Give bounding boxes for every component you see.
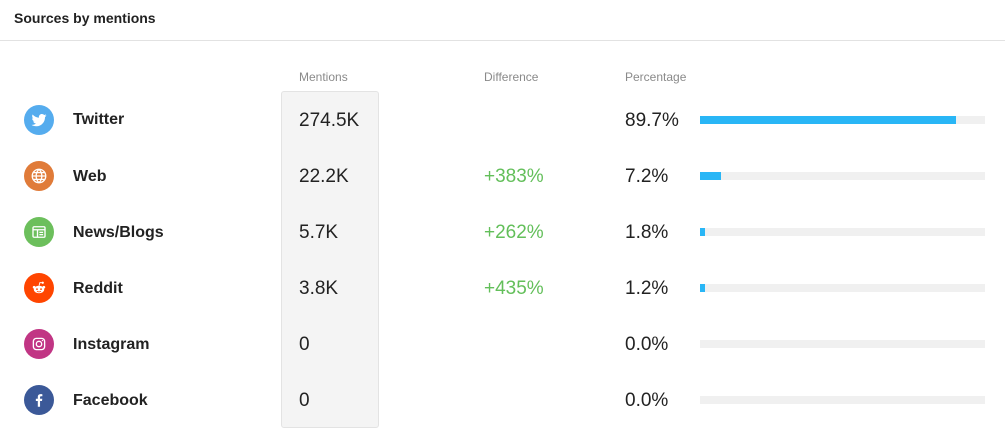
source-row-facebook[interactable]: Facebook 0 0.0% [0, 372, 1005, 428]
source-row-instagram[interactable]: Instagram 0 0.0% [0, 316, 1005, 372]
mentions-value: 3.8K [299, 278, 339, 299]
globe-icon [24, 161, 54, 191]
percentage-value: 1.2% [625, 278, 669, 299]
twitter-icon [24, 105, 54, 135]
percentage-bar-track [700, 284, 985, 292]
mentions-column-highlight [281, 91, 379, 428]
source-name: News/Blogs [73, 224, 164, 241]
reddit-icon [24, 273, 54, 303]
facebook-icon [24, 385, 54, 415]
mentions-value: 5.7K [299, 222, 339, 243]
column-header-percentage: Percentage [625, 70, 687, 84]
mentions-value: 0 [299, 390, 310, 411]
percentage-value: 0.0% [625, 390, 669, 411]
difference-value: +435% [484, 278, 544, 299]
percentage-value: 1.8% [625, 222, 669, 243]
column-header-difference: Difference [484, 70, 539, 84]
percentage-bar-fill [700, 228, 706, 236]
source-name: Web [73, 168, 107, 185]
difference-value: +383% [484, 166, 544, 187]
percentage-bar-fill [700, 116, 956, 124]
newspaper-icon [24, 217, 54, 247]
source-row-reddit[interactable]: Reddit 3.8K +435% 1.2% [0, 260, 1005, 316]
percentage-value: 89.7% [625, 110, 679, 131]
percentage-bar-track [700, 228, 985, 236]
source-row-twitter[interactable]: Twitter 274.5K 89.7% [0, 92, 1005, 148]
mentions-value: 274.5K [299, 110, 360, 131]
percentage-bar-fill [700, 284, 705, 292]
percentage-bar-track [700, 340, 985, 348]
percentage-bar-track [700, 396, 985, 404]
panel-header: Sources by mentions [0, 0, 1005, 41]
mentions-value: 22.2K [299, 166, 349, 187]
source-row-web[interactable]: Web 22.2K +383% 7.2% [0, 148, 1005, 204]
percentage-value: 0.0% [625, 334, 669, 355]
percentage-bar-track [700, 172, 985, 180]
source-name: Instagram [73, 336, 150, 353]
difference-value: +262% [484, 222, 544, 243]
source-row-news-blogs[interactable]: News/Blogs 5.7K +262% 1.8% [0, 204, 1005, 260]
percentage-bar-track [700, 116, 985, 124]
mentions-value: 0 [299, 334, 310, 355]
source-name: Reddit [73, 280, 123, 297]
source-name: Facebook [73, 392, 148, 409]
source-name: Twitter [73, 111, 125, 128]
column-header-mentions: Mentions [299, 70, 348, 84]
percentage-value: 7.2% [625, 166, 669, 187]
percentage-bar-fill [700, 172, 721, 180]
panel-title: Sources by mentions [14, 10, 156, 26]
instagram-icon [24, 329, 54, 359]
